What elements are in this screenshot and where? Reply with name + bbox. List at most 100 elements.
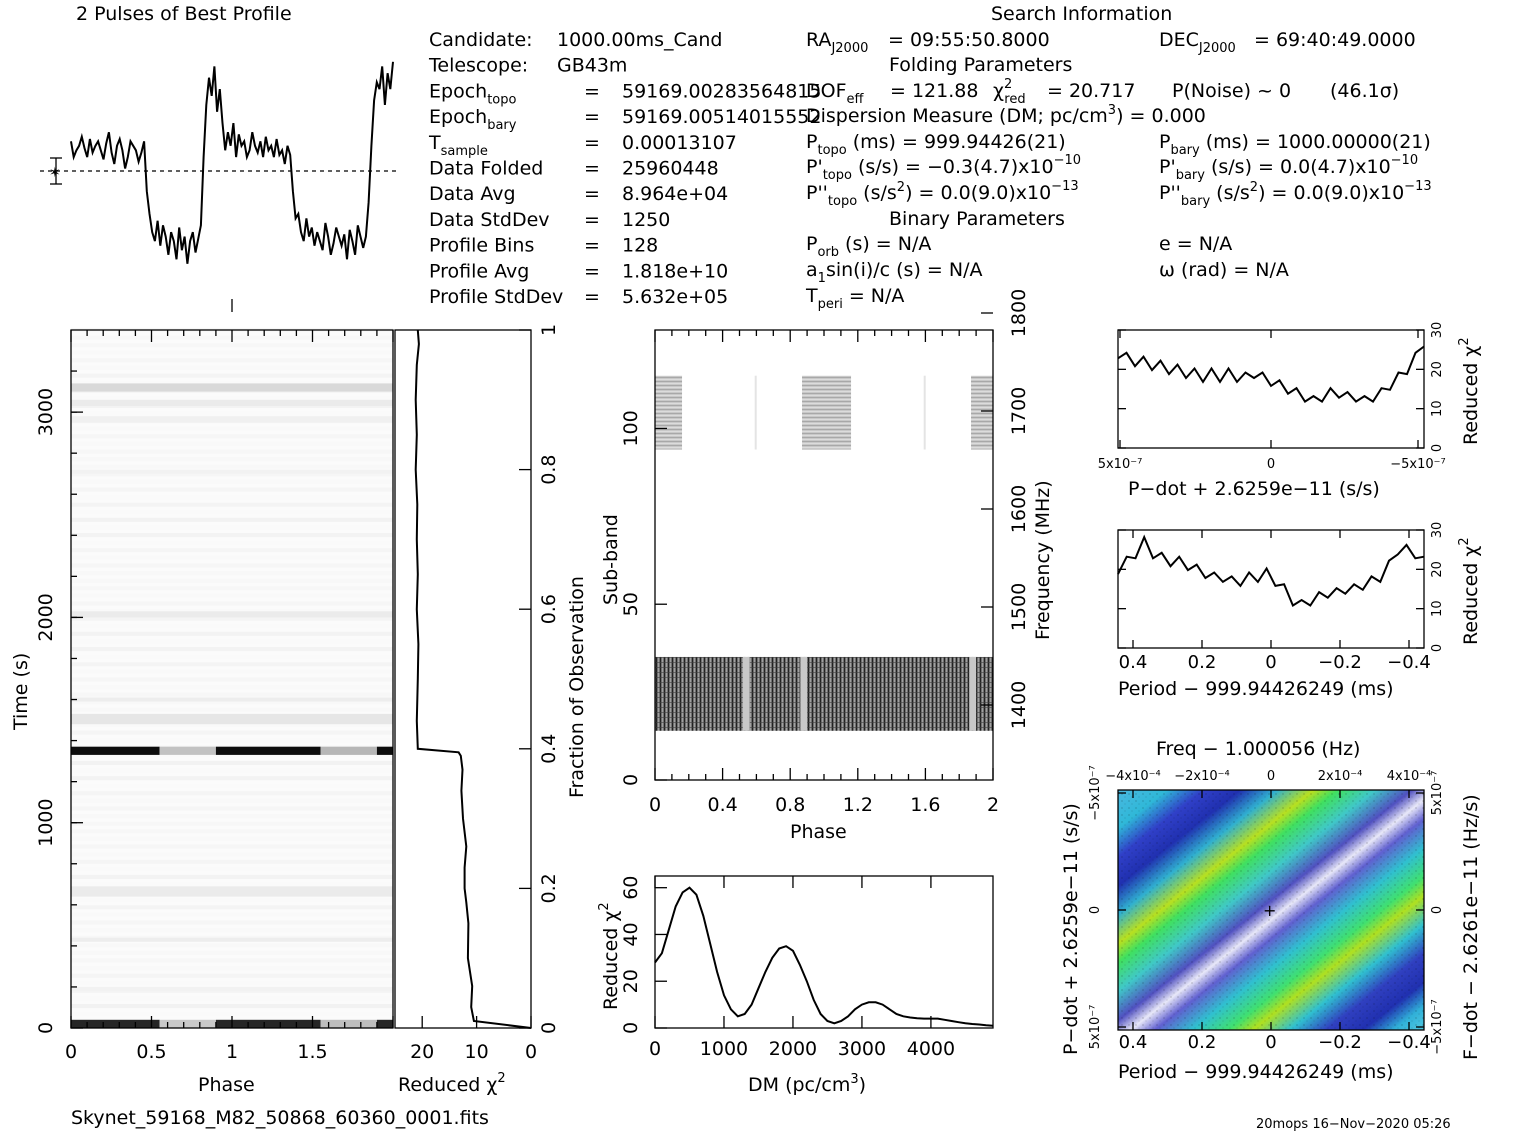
search-info-details: RAJ2000 = 09:55:50.8000 DECJ2000 = 69:40…: [805, 29, 1432, 312]
info-equals: =: [584, 158, 600, 180]
info-label: Candidate:: [429, 29, 533, 51]
chi2-fraction-xtick-label: 20: [410, 1041, 434, 1063]
chi2-dm-xlabel: DM (pc/cm3): [748, 1072, 866, 1096]
time-phase-row: [71, 611, 393, 618]
fraction-ylabel: Fraction of Observation: [566, 576, 588, 798]
time-phase-band: [320, 1019, 377, 1028]
chi2-pdot-line: [1117, 345, 1425, 403]
time-phase-row: [71, 806, 393, 811]
frequency-ytick-label: 1700: [1008, 387, 1030, 435]
time-phase-ticks: 0 0.5 1 1.5 0 1000 2000 3000: [35, 330, 394, 1063]
time-phase-row: [71, 753, 393, 758]
time-phase-row: [71, 365, 393, 370]
p-pdot-xtick-label: −0.2: [1318, 1032, 1362, 1053]
time-phase-row: [71, 373, 393, 378]
chi2-label: χ2 red: [993, 77, 1026, 107]
ra-label: RAJ2000: [806, 29, 868, 56]
info-value: 1.818e+10: [622, 260, 728, 282]
time-phase-row: [71, 358, 393, 363]
p-pdot-xlabel: Period − 999.94426249 (ms): [1118, 1061, 1394, 1083]
time-phase-row: [71, 821, 393, 826]
fits-filename: Skynet_59168_M82_50868_60360_0001.fits: [71, 1107, 489, 1129]
chi2-dm-xtick-label: 0: [649, 1038, 661, 1060]
time-phase-row: [71, 343, 393, 348]
frequency-ylabel: Frequency (MHz): [1032, 480, 1054, 640]
time-phase-row: [71, 383, 393, 392]
time-phase-row: [71, 685, 393, 690]
chi2-dm-xtick-label: 4000: [907, 1038, 955, 1060]
small-ytick-label: 20: [1430, 361, 1445, 378]
subband-light-band: [923, 375, 926, 450]
time-phase-row: [71, 495, 393, 500]
folding-params-title: Folding Parameters: [889, 54, 1072, 76]
time-phase-row: [71, 937, 393, 942]
chi2-fraction-xtick-label: 0: [525, 1041, 537, 1063]
subband-xtick-label: 2: [987, 794, 999, 816]
time-phase-band: [159, 1019, 216, 1028]
fraction-ytick-label: 0.6: [538, 594, 560, 624]
profile-plot: ✶: [40, 61, 396, 312]
subband-ytick-label: 100: [620, 410, 642, 446]
time-phase-row: [71, 669, 393, 674]
time-phase-row: [71, 697, 393, 702]
time-phase-row: [71, 631, 393, 636]
small-xtick-label: −5x10⁻⁷: [1390, 457, 1445, 472]
time-phase-row: [71, 950, 393, 955]
frequency-ytick-label: 1500: [1008, 583, 1030, 631]
f-fdot-ytick-label: 0: [1430, 906, 1445, 914]
time-phase-row: [71, 986, 393, 991]
dof-value: = 121.88: [890, 80, 978, 102]
subband-light-band: [655, 375, 683, 450]
time-phase-row: [71, 563, 393, 568]
chi2-dm-ticks: 0 1000 2000 3000 4000 0 20 40 60: [620, 876, 955, 1060]
time-phase-row: [71, 897, 393, 902]
subband-xtick-label: 0: [649, 794, 661, 816]
small-xtick-label: 0: [1267, 457, 1275, 472]
time-phase-row: [71, 609, 393, 614]
dm-label: Dispersion Measure (DM; pc/cm3) = 0.000: [806, 103, 1206, 127]
time-phase-row: [71, 578, 393, 583]
freq-xtick-label: −2x10⁻⁴: [1174, 769, 1229, 784]
info-value: 25960448: [622, 158, 719, 180]
p-pdot-xtick-label: 0.4: [1119, 1032, 1148, 1053]
small-ytick-label: 10: [1430, 400, 1445, 417]
chi2-fraction-plot: 20 10 00 0.2 0.4 0.6 0.8 1 Reduced χ2 Fraction …: [394, 324, 588, 1096]
frequency-ytick-label: 1800: [1008, 289, 1030, 337]
chi2-dm-xtick-label: 2000: [769, 1038, 817, 1060]
time-phase-row: [71, 487, 393, 492]
ecc-label: e = N/A: [1159, 233, 1232, 255]
time-phase-ytick-label: 0: [35, 1022, 57, 1034]
time-phase-row: [71, 472, 393, 477]
time-phase-row: [71, 555, 393, 560]
time-phase-row: [71, 662, 393, 667]
time-phase-row: [71, 905, 393, 910]
time-phase-row: [71, 1004, 393, 1009]
small-xtick-label: 0: [1265, 652, 1276, 673]
freq-xtick-label: −4x10⁻⁴: [1105, 769, 1160, 784]
info-label: Epochbary: [429, 106, 517, 133]
time-phase-row: [71, 798, 393, 803]
time-phase-row: [71, 783, 393, 788]
time-phase-row: [71, 700, 393, 705]
sigma-value: (46.1σ): [1330, 80, 1399, 102]
time-phase-row: [71, 966, 393, 971]
dec-value: = 69:40:49.0000: [1254, 29, 1416, 51]
info-label: Telescope:: [428, 55, 528, 77]
p-pdot-xtick-label: 0.2: [1188, 1032, 1217, 1053]
pnoise-value: P(Noise) ~ 0: [1172, 80, 1291, 102]
time-phase-band: [376, 1019, 393, 1028]
chi2-pdot-xlabel: P−dot + 2.6259e−11 (s/s): [1128, 478, 1380, 500]
info-value: 1000.00ms_Cand: [557, 29, 723, 51]
time-phase-plot: 0 0.5 1 1.5 0 1000 2000 3000 Phase Time (s): [10, 327, 394, 1096]
time-phase-row: [71, 760, 393, 765]
time-phase-band: [71, 1019, 160, 1028]
fraction-ytick-label: 0.8: [538, 454, 560, 484]
time-phase-row: [71, 533, 393, 538]
small-ytick-label: 0: [1430, 444, 1445, 452]
info-value: GB43m: [557, 55, 627, 77]
time-phase-row: [71, 844, 393, 849]
omega-label: ω (rad) = N/A: [1159, 259, 1289, 281]
time-phase-row: [71, 647, 393, 652]
info-equals: =: [584, 183, 600, 205]
